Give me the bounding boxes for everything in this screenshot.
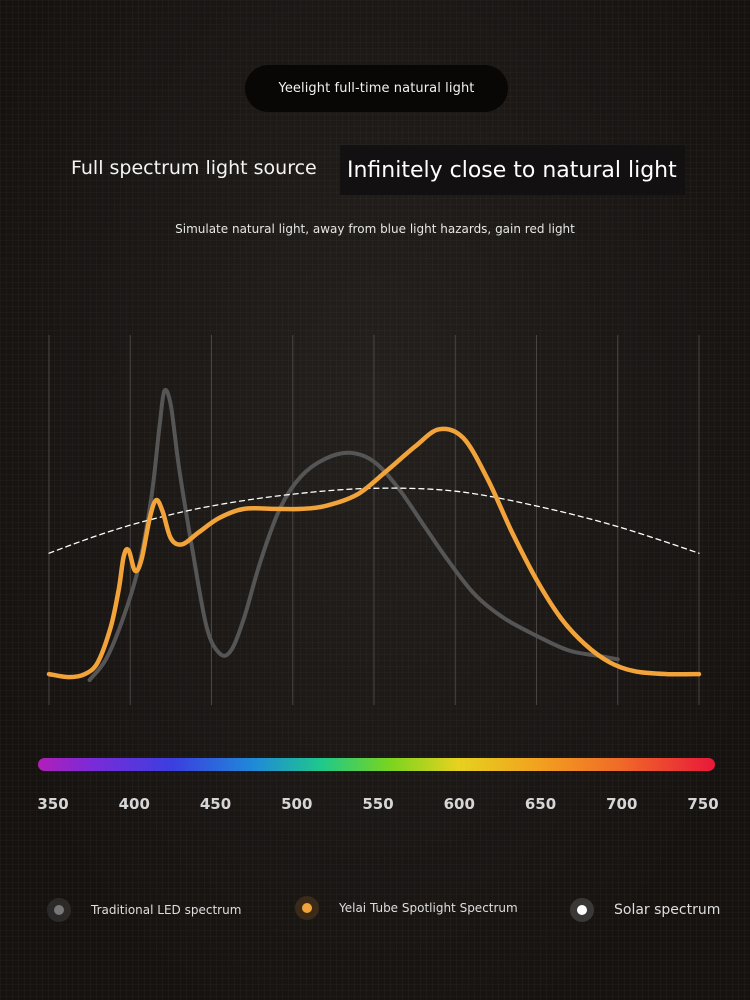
x-tick-label-600: 600 bbox=[443, 795, 475, 813]
legend-led-label: Traditional LED spectrum bbox=[91, 903, 242, 917]
heading-right-box: Infinitely close to natural light bbox=[340, 145, 685, 195]
legend-solar-label: Solar spectrum bbox=[614, 902, 721, 918]
visible-spectrum-bar bbox=[38, 758, 715, 771]
solar-spectrum-line bbox=[48, 487, 700, 554]
x-tick-label-450: 450 bbox=[199, 795, 232, 813]
x-tick-label-400: 400 bbox=[118, 795, 150, 813]
x-tick-label-700: 700 bbox=[606, 795, 638, 813]
subtitle: Simulate natural light, away from blue l… bbox=[175, 222, 575, 236]
spectrum-chart bbox=[46, 335, 702, 705]
legend-led: Traditional LED spectrum bbox=[47, 898, 241, 922]
legend-yelai: Yelai Tube Spotlight Spectrum bbox=[295, 896, 518, 920]
x-tick-label-500: 500 bbox=[281, 795, 313, 813]
x-tick-label-550: 550 bbox=[362, 795, 394, 813]
x-tick-label-350: 350 bbox=[37, 795, 69, 813]
yelai-spectrum-line bbox=[46, 426, 702, 680]
led-spectrum-line bbox=[87, 387, 620, 682]
orange-dot-icon bbox=[295, 896, 319, 920]
heading-full-spectrum: Full spectrum light source bbox=[71, 157, 317, 179]
white-dot-icon bbox=[570, 898, 594, 922]
heading-natural-light: Infinitely close to natural light bbox=[347, 157, 677, 183]
legend-solar: Solar spectrum bbox=[570, 898, 720, 922]
brand-badge: Yeelight full-time natural light bbox=[245, 65, 508, 112]
brand-badge-text: Yeelight full-time natural light bbox=[278, 81, 475, 96]
legend-yelai-label: Yelai Tube Spotlight Spectrum bbox=[339, 901, 518, 915]
x-tick-label-650: 650 bbox=[524, 795, 557, 813]
x-tick-label-750: 750 bbox=[687, 795, 719, 813]
gray-dot-icon bbox=[47, 898, 71, 922]
